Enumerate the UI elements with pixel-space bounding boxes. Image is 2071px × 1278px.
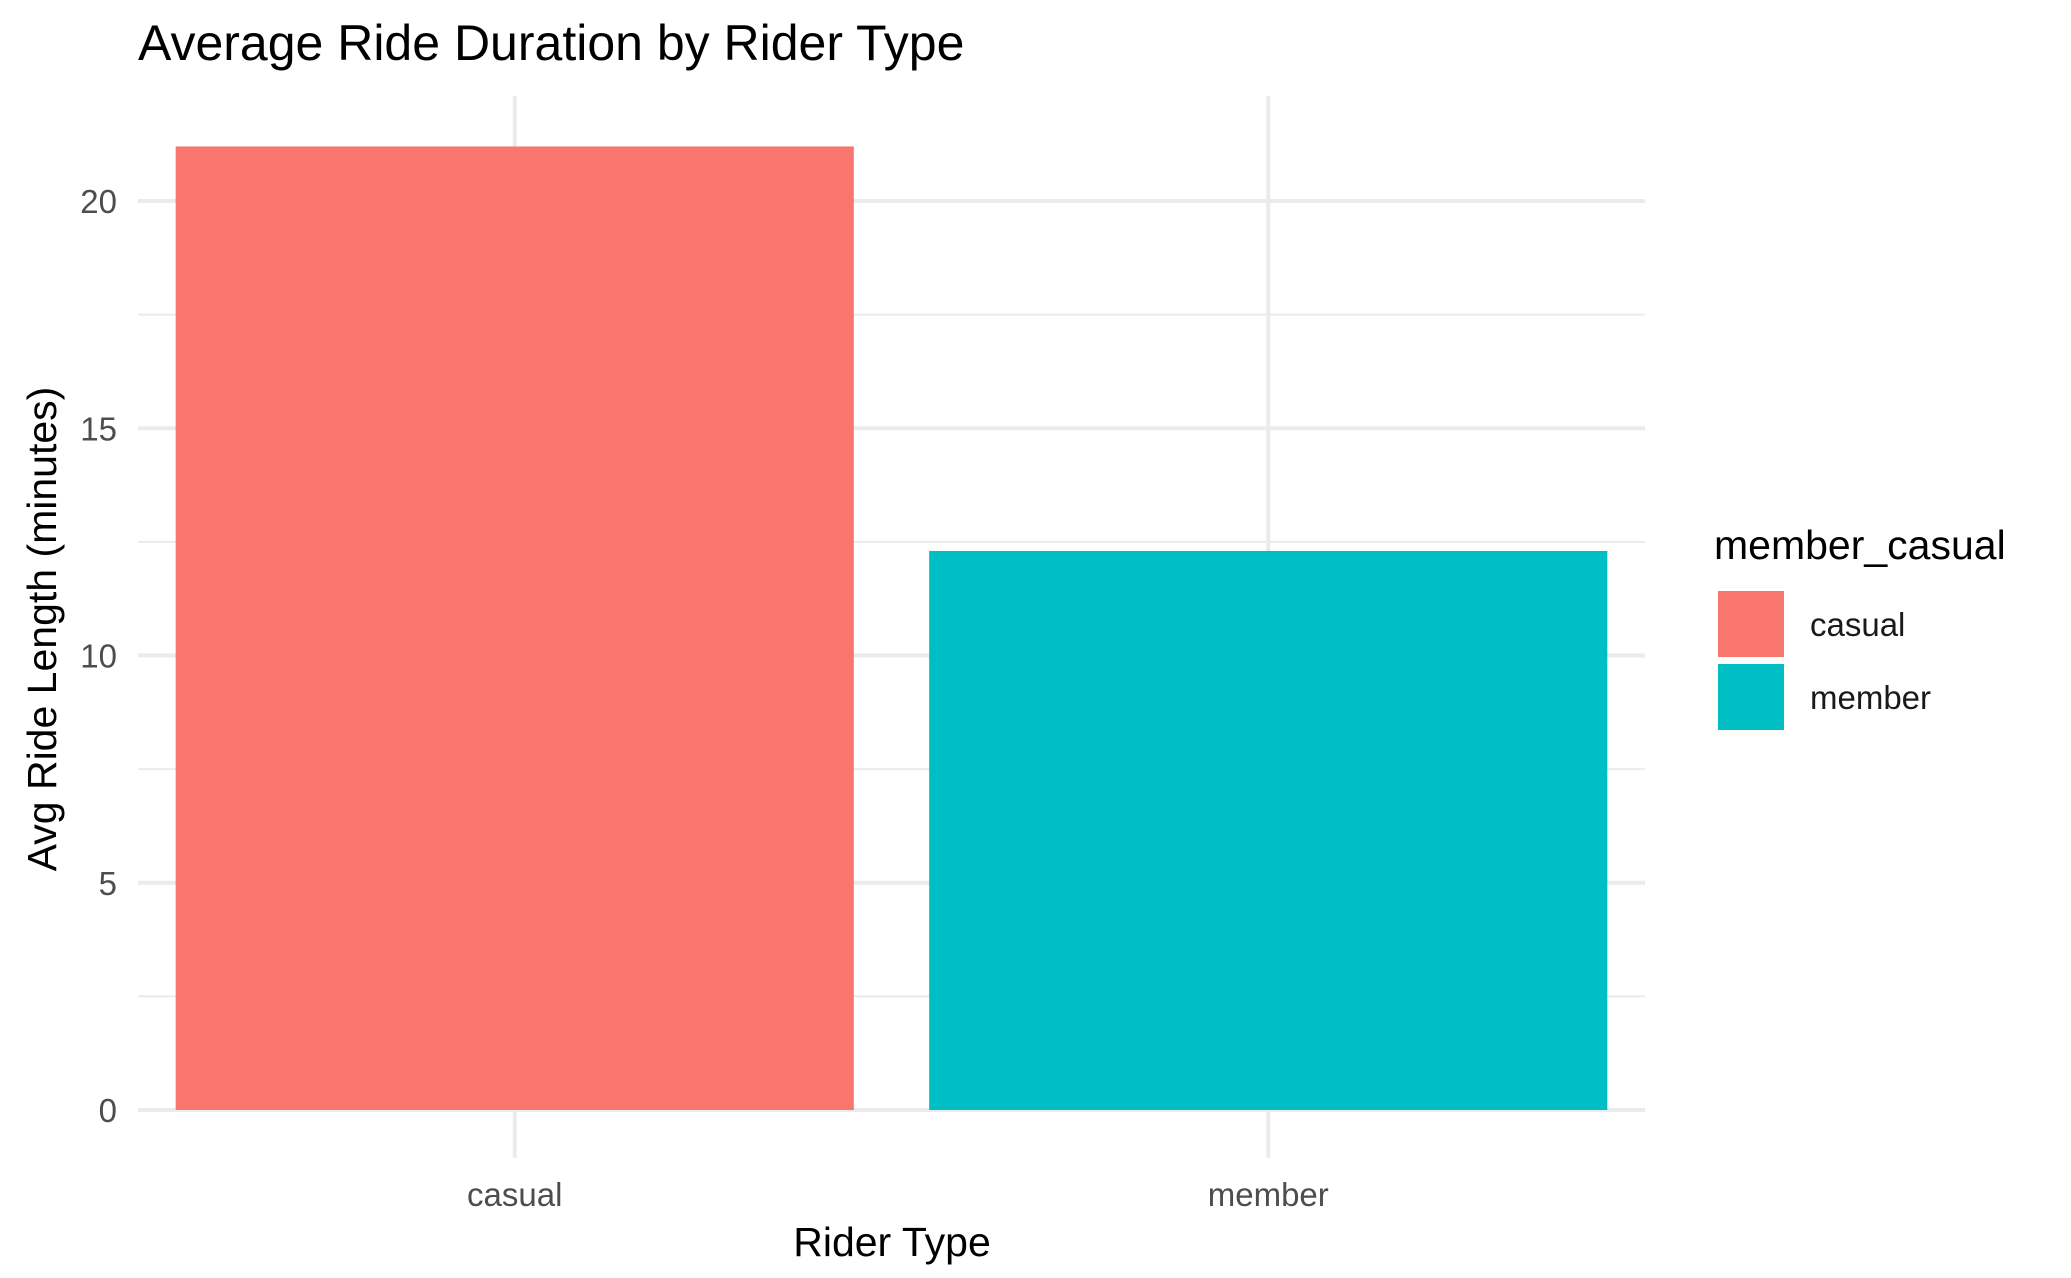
y-axis-title: Avg Ride Length (minutes) xyxy=(19,387,65,872)
bar-casual xyxy=(175,146,854,1110)
legend-swatch-member xyxy=(1718,664,1784,730)
legend: member_casual casual member xyxy=(1714,522,2006,730)
x-tick-label: member xyxy=(1208,1176,1329,1213)
bars xyxy=(175,146,1608,1110)
y-tick-label: 20 xyxy=(80,183,117,220)
y-tick-label: 15 xyxy=(80,410,117,447)
legend-label-member: member xyxy=(1810,679,1931,716)
bar-member xyxy=(929,550,1608,1110)
y-tick-label: 0 xyxy=(99,1092,117,1129)
x-axis-title: Rider Type xyxy=(793,1219,991,1265)
x-axis-ticks: casual member xyxy=(467,1176,1329,1213)
y-axis-ticks: 0 5 10 15 20 xyxy=(80,183,117,1129)
y-tick-label: 5 xyxy=(99,865,117,902)
legend-swatch-casual xyxy=(1718,591,1784,657)
legend-label-casual: casual xyxy=(1810,606,1905,643)
legend-title: member_casual xyxy=(1714,522,2006,568)
x-tick-label: casual xyxy=(467,1176,562,1213)
y-tick-label: 10 xyxy=(80,638,117,675)
chart-title: Average Ride Duration by Rider Type xyxy=(138,15,964,71)
legend-items: casual member xyxy=(1718,591,1931,730)
